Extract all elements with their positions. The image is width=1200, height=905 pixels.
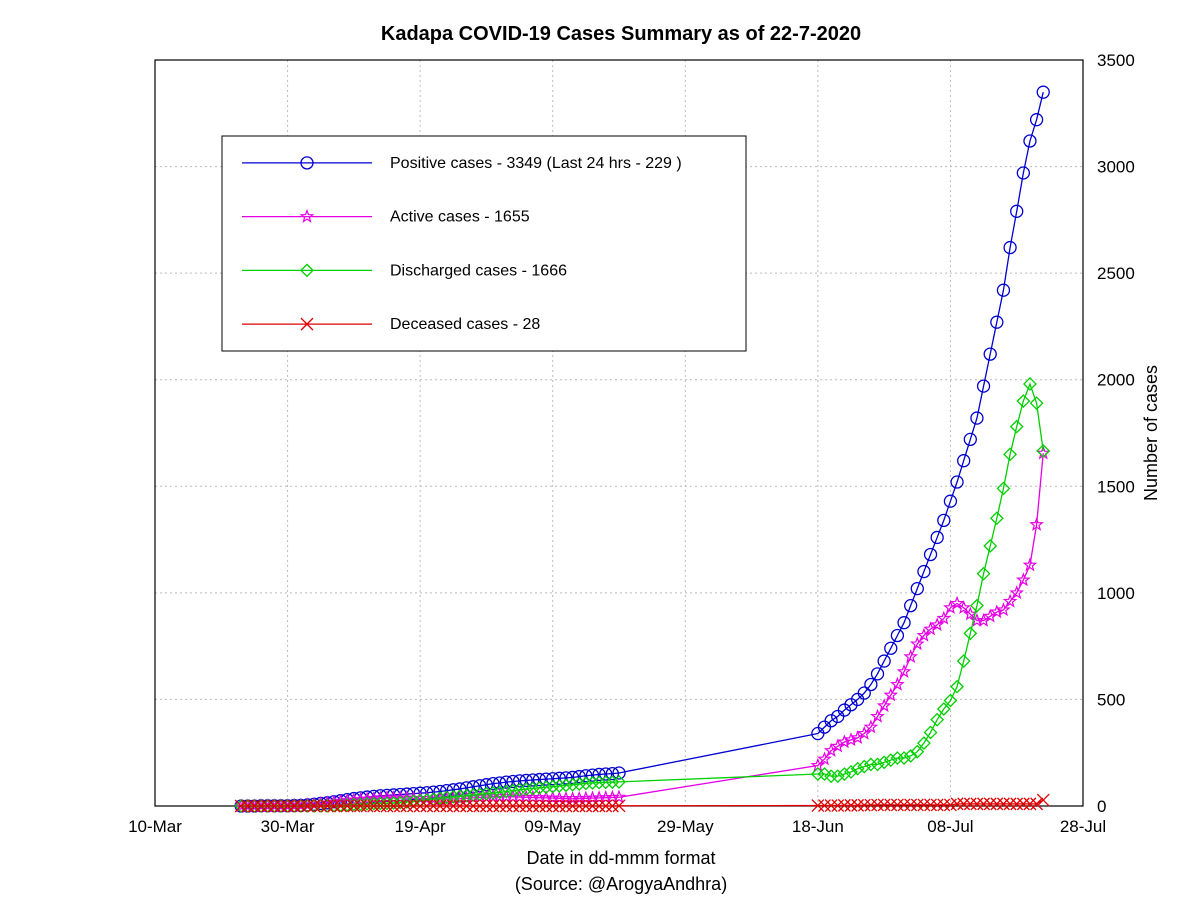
x-axis-label: Date in dd-mmm format: [526, 848, 715, 868]
y-axis-label: Number of cases: [1141, 365, 1161, 501]
y-tick-label: 3000: [1097, 158, 1135, 177]
chart-container: Kadapa COVID-19 Cases Summary as of 22-7…: [0, 0, 1200, 900]
x-tick-label: 30-Mar: [261, 817, 315, 836]
y-tick-label: 0: [1097, 797, 1106, 816]
x-tick-label: 28-Jul: [1060, 817, 1106, 836]
legend-label: Deceased cases - 28: [390, 316, 540, 333]
y-tick-label: 2500: [1097, 264, 1135, 283]
y-tick-label: 2000: [1097, 371, 1135, 390]
legend-label: Discharged cases - 1666: [390, 262, 567, 279]
chart-svg: Kadapa COVID-19 Cases Summary as of 22-7…: [0, 0, 1200, 900]
x-axis-sublabel: (Source: @ArogyaAndhra): [515, 874, 727, 894]
x-tick-label: 19-Apr: [395, 817, 446, 836]
x-tick-label: 18-Jun: [792, 817, 844, 836]
legend: Positive cases - 3349 (Last 24 hrs - 229…: [222, 136, 746, 351]
y-tick-label: 500: [1097, 690, 1125, 709]
x-tick-label: 08-Jul: [927, 817, 973, 836]
x-tick-label: 10-Mar: [128, 817, 182, 836]
legend-label: Active cases - 1655: [390, 209, 530, 226]
x-tick-label: 09-May: [524, 817, 581, 836]
chart-title: Kadapa COVID-19 Cases Summary as of 22-7…: [381, 23, 861, 45]
y-tick-label: 3500: [1097, 51, 1135, 70]
y-tick-label: 1500: [1097, 477, 1135, 496]
y-tick-label: 1000: [1097, 584, 1135, 603]
x-tick-label: 29-May: [657, 817, 714, 836]
chart-bg: [0, 0, 1200, 900]
legend-label: Positive cases - 3349 (Last 24 hrs - 229…: [390, 155, 682, 172]
